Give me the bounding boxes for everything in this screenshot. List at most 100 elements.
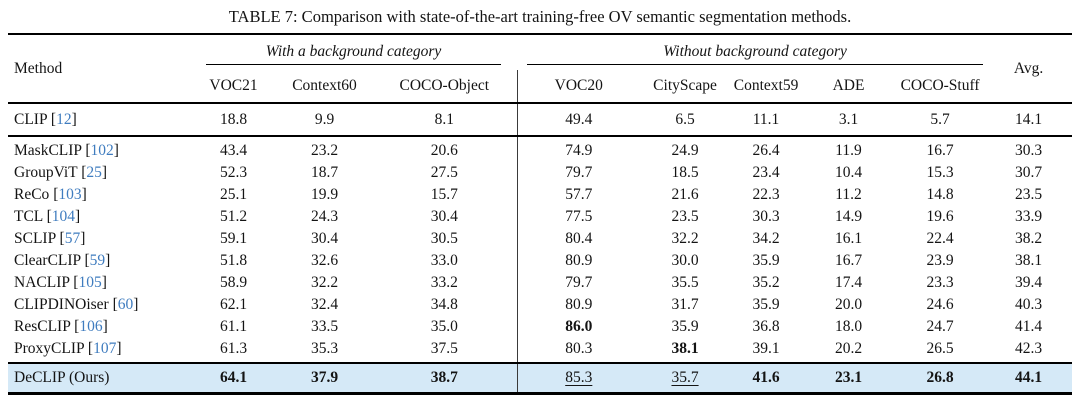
method-cell: ResCLIP [106] — [14, 318, 108, 335]
col-header-coco-stuff: COCO-Stuff — [900, 77, 980, 94]
value-cell: 18.0 — [834, 318, 863, 335]
value-cell: 35.9 — [752, 252, 780, 269]
value-cell: 18.7 — [310, 164, 339, 181]
table-row: NACLIP [105] 58.9 32.2 33.2 79.7 35.5 35.2 17.4… — [8, 272, 1072, 294]
value-cell: 30.0 — [671, 252, 699, 269]
value-cell: 16.7 — [834, 252, 863, 269]
value-cell: 42.3 — [1015, 340, 1043, 357]
value-cell: 57.7 — [516, 184, 641, 206]
value-cell: 38.2 — [1015, 230, 1043, 247]
value-cell: 17.4 — [834, 274, 863, 291]
value-cell: 37.9 — [310, 369, 339, 386]
table-row: DeCLIP (Ours) 64.1 37.9 38.7 85.3 35.7 41.6 23.… — [8, 363, 1073, 394]
value-cell: 38.1 — [1015, 252, 1043, 269]
value-cell: 20.2 — [834, 340, 863, 357]
table-row: GroupViT [25] 52.3 18.7 27.5 79.7 18.5 23.4 10.… — [8, 162, 1072, 184]
method-name: ReCo — [14, 186, 50, 203]
method-name: SCLIP — [14, 230, 56, 247]
table-row: ProxyCLIP [107] 61.3 35.3 37.5 80.3 38.1 39.1 2… — [8, 338, 1072, 363]
citation-link[interactable]: 57 — [64, 230, 81, 247]
value-cell: 27.5 — [430, 164, 458, 181]
value-cell: 41.6 — [752, 369, 780, 386]
method-cell: CLIP [12] — [14, 110, 77, 128]
value-cell: 32.2 — [671, 230, 699, 247]
citation-link[interactable]: 103 — [58, 186, 82, 203]
value-cell: 35.5 — [671, 274, 699, 291]
section-ours: DeCLIP (Ours) 64.1 37.9 38.7 85.3 35.7 41.6 23.… — [8, 363, 1073, 394]
value-cell: 30.4 — [430, 208, 458, 225]
value-cell: 40.3 — [1015, 296, 1043, 313]
method-name: CLIP — [14, 110, 48, 128]
value-cell: 34.8 — [430, 296, 458, 313]
citation-link[interactable]: 106 — [79, 318, 103, 335]
method-name: DeCLIP (Ours) — [14, 369, 110, 386]
value-cell: 38.1 — [671, 340, 699, 357]
value-cell: 20.6 — [430, 142, 458, 159]
value-cell: 32.2 — [310, 274, 339, 291]
value-cell: 79.7 — [516, 162, 641, 184]
method-name: MaskCLIP — [14, 142, 82, 159]
value-cell: 25.1 — [219, 186, 248, 203]
value-cell: 30.7 — [1015, 164, 1043, 181]
table-header: Method With a background category Withou… — [8, 34, 1073, 103]
value-cell: 23.5 — [1015, 186, 1043, 203]
group-header-label: Without background category — [527, 35, 984, 65]
col-header-coco-object: COCO-Object — [399, 77, 490, 94]
citation-link[interactable]: 102 — [90, 142, 114, 159]
value-cell: 34.2 — [752, 230, 780, 247]
value-cell: 80.9 — [516, 250, 641, 272]
col-header-cityscape: CityScape — [653, 77, 717, 94]
value-cell: 85.3 — [516, 363, 641, 394]
value-cell: 86.0 — [516, 316, 641, 338]
group-header-without-bg: Without background category — [517, 34, 985, 70]
citation-link[interactable]: 107 — [93, 340, 117, 357]
value-cell: 8.1 — [434, 110, 454, 128]
method-cell: ReCo [103] — [14, 186, 87, 203]
value-cell: 43.4 — [219, 142, 248, 159]
group-header-label: With a background category — [206, 35, 502, 65]
value-cell: 24.9 — [671, 142, 699, 159]
citation-link[interactable]: 25 — [86, 164, 102, 181]
value-cell: 16.7 — [926, 142, 954, 159]
value-cell: 24.3 — [310, 208, 339, 225]
value-cell: 5.7 — [930, 110, 950, 128]
value-cell: 23.1 — [834, 369, 863, 386]
value-cell: 44.1 — [1015, 369, 1043, 386]
value-cell: 31.7 — [671, 296, 699, 313]
table-row: SCLIP [57] 59.1 30.4 30.5 80.4 32.2 34.2 16.1 22… — [8, 228, 1072, 250]
citation-link[interactable]: 105 — [78, 274, 102, 291]
citation-link[interactable]: 59 — [89, 252, 106, 269]
dataset-header-row: VOC21 Context60 COCO-Object VOC20 CityScape C… — [8, 70, 1072, 103]
value-cell: 59.1 — [219, 230, 248, 247]
value-cell: 33.5 — [310, 318, 339, 335]
value-cell: 80.3 — [516, 338, 641, 363]
citation-link[interactable]: 60 — [117, 296, 134, 313]
method-name: CLIPDINOiser — [14, 296, 109, 313]
value-cell: 23.5 — [671, 208, 699, 225]
value-cell: 33.2 — [430, 274, 458, 291]
col-header-context60: Context60 — [292, 77, 357, 94]
citation-link[interactable]: 12 — [56, 110, 72, 128]
citation-link[interactable]: 104 — [51, 208, 75, 225]
value-cell: 14.1 — [1015, 110, 1043, 128]
value-cell: 58.9 — [219, 274, 248, 291]
value-cell: 35.2 — [752, 274, 780, 291]
value-cell: 35.0 — [430, 318, 458, 335]
value-cell: 36.8 — [752, 318, 780, 335]
method-cell: NACLIP [105] — [14, 274, 107, 291]
value-cell: 26.5 — [926, 340, 954, 357]
table-caption: TABLE 7: Comparison with state-of-the-ar… — [228, 7, 852, 26]
method-name: ClearCLIP — [14, 252, 81, 269]
value-cell: 35.9 — [671, 318, 699, 335]
value-cell: 15.7 — [430, 186, 458, 203]
method-cell: MaskCLIP [102] — [14, 142, 119, 159]
value-cell: 21.6 — [671, 186, 699, 203]
value-cell: 15.3 — [926, 164, 954, 181]
value-cell: 32.4 — [310, 296, 339, 313]
table-row: MaskCLIP [102] 43.4 23.2 20.6 74.9 24.9 26.4 11… — [8, 136, 1072, 162]
value-cell: 35.9 — [752, 296, 780, 313]
value-cell: 30.3 — [752, 208, 780, 225]
value-cell: 23.4 — [752, 164, 780, 181]
value-cell: 30.5 — [430, 230, 458, 247]
method-name: ProxyCLIP — [14, 340, 85, 357]
